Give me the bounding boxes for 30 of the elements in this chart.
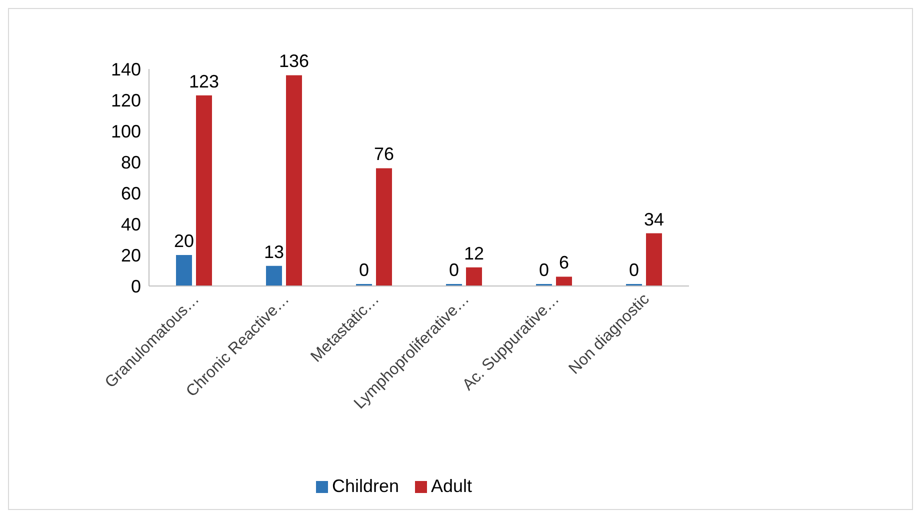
data-label: 76 [374,144,394,164]
data-label: 34 [644,209,664,230]
bar [556,276,572,286]
y-tick-label: 120 [110,90,141,110]
data-label: 20 [174,231,194,251]
legend-label: Children [330,476,399,497]
y-tick-label: 20 [120,245,141,266]
data-label: 0 [358,260,370,280]
data-label: 13 [264,242,284,262]
bar [196,95,212,286]
y-tick-label: 0 [130,276,141,296]
data-label: 0 [628,260,640,280]
y-tick-label: 60 [120,183,141,204]
data-label: 12 [464,243,484,264]
y-tick-label: 40 [120,214,141,234]
bar [266,266,282,286]
bar [466,267,482,286]
data-label: 0 [448,260,460,280]
bar [286,75,302,286]
bar [176,255,192,286]
bar [646,233,662,286]
data-label: 6 [558,252,570,273]
data-label: 123 [188,71,220,92]
data-label: 136 [278,51,310,72]
data-label: 0 [538,260,550,280]
y-tick-label: 140 [110,59,141,80]
y-tick-label: 80 [120,152,141,172]
legend-label: Adult [430,476,472,497]
y-tick-label: 100 [110,121,141,142]
bar [376,168,392,286]
